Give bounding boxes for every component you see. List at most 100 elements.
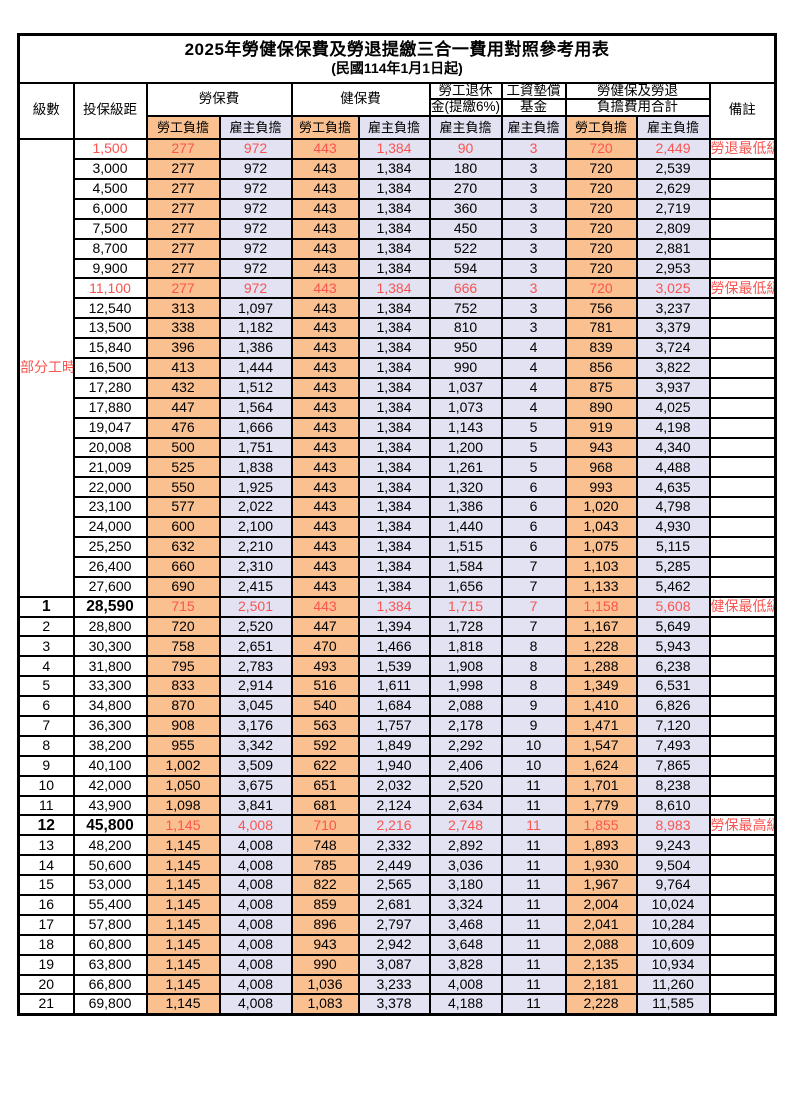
col-header-pension-line1: 勞工退休	[428, 81, 503, 101]
pension-employer-cell: 2,406	[428, 754, 503, 777]
total-employer-cell: 2,539	[635, 158, 711, 180]
note-cell	[708, 456, 777, 479]
pension-employer-cell: 180	[428, 158, 503, 180]
labor-employer-cell: 1,512	[218, 376, 293, 399]
wage-fund-employer-cell: 11	[500, 814, 567, 837]
bracket-cell: 22,000	[72, 476, 148, 499]
health-employee-cell: 443	[290, 158, 360, 180]
note-cell	[708, 476, 777, 499]
level-cell: 8	[17, 734, 75, 757]
table-row: 16 55,400 1,145 4,008 859 2,681 3,324 11 2,004 10…	[17, 894, 777, 916]
note-cell	[708, 854, 777, 877]
total-employee-cell: 1,288	[564, 655, 638, 678]
note-cell	[708, 874, 777, 897]
labor-employee-cell: 690	[145, 575, 221, 598]
total-employer-cell: 4,198	[635, 416, 711, 439]
wage-fund-employer-cell: 7	[500, 595, 567, 618]
pension-employer-cell: 1,908	[428, 655, 503, 678]
total-employer-cell: 2,881	[635, 237, 711, 260]
note-cell	[708, 257, 777, 280]
total-employer-cell: 4,635	[635, 476, 711, 499]
pension-employer-cell: 1,200	[428, 436, 503, 459]
health-employer-cell: 1,384	[357, 317, 431, 340]
labor-employee-cell: 715	[145, 595, 221, 618]
total-employer-cell: 5,608	[635, 595, 711, 618]
total-employee-cell: 720	[564, 217, 638, 240]
wage-fund-employer-cell: 3	[500, 158, 567, 180]
labor-employee-cell: 277	[145, 177, 221, 200]
total-employer-cell: 3,822	[635, 356, 711, 379]
level-cell: 14	[17, 854, 75, 877]
pension-employer-cell: 522	[428, 237, 503, 260]
pension-employer-cell: 1,656	[428, 575, 503, 598]
total-employer-cell: 10,934	[635, 953, 711, 976]
table-row: 1 28,590 715 2,501 443 1,384 1,715 7 1,158 5,608 健…	[17, 595, 777, 618]
labor-employer-cell: 972	[218, 158, 293, 180]
note-cell	[708, 516, 777, 538]
table-row: 8,700 277 972 443 1,384 522 3 720 2,881	[19, 237, 777, 260]
table-row: 17,280 432 1,512 443 1,384 1,037 4 875 3,937	[19, 376, 777, 399]
pension-employer-cell: 360	[428, 197, 503, 220]
labor-employer-cell: 4,008	[218, 973, 293, 996]
health-employer-cell: 1,384	[357, 297, 431, 320]
health-employer-cell: 1,384	[357, 496, 431, 519]
total-employer-cell: 2,809	[635, 217, 711, 240]
table-row: 19 63,800 1,145 4,008 990 3,087 3,828 11 2,135 10…	[17, 953, 777, 976]
health-employer-cell: 3,233	[357, 973, 431, 996]
total-employer-cell: 10,284	[635, 913, 711, 936]
labor-employee-cell: 313	[145, 297, 221, 320]
note-cell	[708, 675, 777, 698]
health-employee-cell: 443	[290, 237, 360, 260]
wage-fund-employer-cell: 11	[500, 874, 567, 897]
labor-employee-cell: 277	[145, 197, 221, 220]
wage-fund-employer-cell: 3	[500, 197, 567, 220]
header-row-1: 級數 投保級距 勞保費 健保費 勞工退休 工資墊償 勞健保及勞退 備註	[17, 81, 777, 141]
labor-employer-cell: 4,008	[218, 993, 293, 1016]
health-employer-cell: 2,449	[357, 854, 431, 877]
health-employee-cell: 592	[290, 734, 360, 757]
wage-fund-employer-cell: 9	[500, 715, 567, 737]
table-row: 12 45,800 1,145 4,008 710 2,216 2,748 11 1,855 8,…	[17, 814, 777, 837]
note-cell	[708, 536, 777, 558]
labor-employee-cell: 432	[145, 376, 221, 399]
labor-employee-cell: 476	[145, 416, 221, 439]
total-employee-cell: 2,181	[564, 973, 638, 996]
total-employee-cell: 781	[564, 317, 638, 340]
health-employee-cell: 443	[290, 177, 360, 200]
level-cell: 7	[17, 715, 75, 737]
labor-employer-cell: 4,008	[218, 834, 293, 857]
pension-employer-cell: 3,324	[428, 894, 503, 916]
pension-employer-cell: 1,440	[428, 516, 503, 538]
subheader-labor-employer: 雇主負擔	[218, 115, 293, 141]
health-employer-cell: 1,384	[357, 456, 431, 479]
table-row: 26,400 660 2,310 443 1,384 1,584 7 1,103 5,285	[19, 555, 777, 578]
labor-employer-cell: 4,008	[218, 913, 293, 936]
total-employee-cell: 1,930	[564, 854, 638, 877]
labor-employee-cell: 277	[145, 237, 221, 260]
wage-fund-employer-cell: 10	[500, 754, 567, 777]
labor-employee-cell: 795	[145, 655, 221, 678]
health-employee-cell: 859	[290, 894, 360, 916]
labor-employer-cell: 972	[218, 257, 293, 280]
pension-employer-cell: 270	[428, 177, 503, 200]
total-employer-cell: 3,937	[635, 376, 711, 399]
pension-employer-cell: 990	[428, 356, 503, 379]
total-employee-cell: 1,701	[564, 774, 638, 797]
note-cell	[708, 933, 777, 956]
wage-fund-employer-cell: 8	[500, 655, 567, 678]
labor-employer-cell: 1,925	[218, 476, 293, 499]
total-employee-cell: 919	[564, 416, 638, 439]
health-employer-cell: 1,384	[357, 436, 431, 459]
table-row: 22,000 550 1,925 443 1,384 1,320 6 993 4,635	[19, 476, 777, 499]
bracket-cell: 19,047	[72, 416, 148, 439]
labor-employee-cell: 1,145	[145, 953, 221, 976]
bracket-cell: 9,900	[72, 257, 148, 280]
subheader-labor-employee: 勞工負擔	[145, 115, 221, 141]
total-employer-cell: 5,462	[635, 575, 711, 598]
labor-employer-cell: 3,841	[218, 794, 293, 817]
total-employee-cell: 890	[564, 396, 638, 419]
labor-employer-cell: 4,008	[218, 874, 293, 897]
premium-reference-table: 2025年勞健保保費及勞退提繳三合一費用對照參考用表 (民國114年1月1日起)…	[17, 33, 778, 1016]
